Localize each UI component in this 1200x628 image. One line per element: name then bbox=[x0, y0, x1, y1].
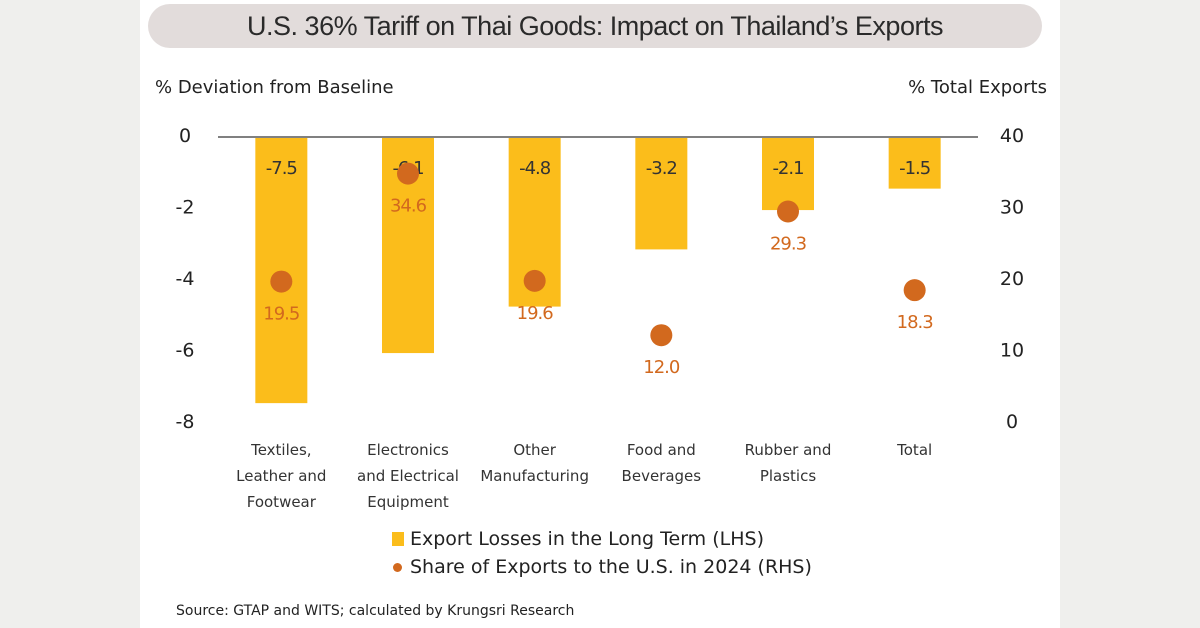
bar-value-label: -4.8 bbox=[519, 158, 551, 179]
legend-label: Export Losses in the Long Term (LHS) bbox=[410, 528, 764, 550]
left-tick-label: -4 bbox=[176, 268, 195, 290]
dot-value-label: 34.6 bbox=[390, 196, 427, 217]
bar bbox=[255, 137, 308, 404]
category-label: Food and bbox=[627, 441, 696, 459]
left-tick-label: -8 bbox=[176, 411, 195, 433]
left-tick-label: -6 bbox=[176, 340, 195, 362]
category-label: Electronics bbox=[367, 441, 449, 459]
right-tick-label: 20 bbox=[1000, 268, 1024, 290]
dot-value-label: 12.0 bbox=[643, 357, 680, 378]
dot-marker bbox=[777, 200, 799, 223]
right-tick-label: 40 bbox=[1000, 125, 1024, 147]
dot-swatch-icon bbox=[393, 562, 402, 572]
left-axis-label: % Deviation from Baseline bbox=[155, 77, 394, 98]
bar-value-label: -7.5 bbox=[266, 158, 297, 179]
dot-marker bbox=[270, 270, 293, 293]
category-label: Textiles, bbox=[250, 441, 311, 459]
left-tick-label: -2 bbox=[176, 197, 195, 219]
dot-value-label: 19.6 bbox=[517, 303, 554, 324]
bar-swatch-icon bbox=[392, 532, 404, 546]
dot-value-label: 29.3 bbox=[770, 234, 807, 255]
source-note: Source: GTAP and WITS; calculated by Kru… bbox=[176, 603, 575, 619]
category-label: Rubber and bbox=[745, 441, 832, 459]
dot-marker bbox=[523, 269, 546, 292]
bar bbox=[762, 137, 814, 211]
category-label: and Electrical bbox=[357, 467, 459, 485]
bar-value-label: -3.2 bbox=[646, 158, 677, 179]
dot-value-label: 18.3 bbox=[897, 312, 934, 333]
legend-item-dots: Share of Exports to the U.S. in 2024 (RH… bbox=[392, 553, 812, 581]
dot-marker bbox=[903, 279, 926, 302]
legend-label: Share of Exports to the U.S. in 2024 (RH… bbox=[410, 556, 812, 578]
dot-marker bbox=[397, 162, 419, 185]
right-tick-label: 0 bbox=[1006, 411, 1018, 433]
category-label: Plastics bbox=[760, 467, 817, 485]
right-tick-label: 10 bbox=[1000, 340, 1024, 362]
category-label: Equipment bbox=[367, 493, 449, 511]
right-tick-label: 30 bbox=[1000, 197, 1024, 219]
category-label: Beverages bbox=[622, 467, 702, 485]
dot-value-label: 19.5 bbox=[263, 304, 299, 325]
category-label: Manufacturing bbox=[480, 467, 589, 485]
legend-item-bars: Export Losses in the Long Term (LHS) bbox=[392, 525, 812, 553]
bar bbox=[888, 137, 941, 189]
bar-value-label: -1.5 bbox=[899, 158, 930, 179]
chart-title: U.S. 36% Tariff on Thai Goods: Impact on… bbox=[148, 4, 1042, 48]
right-axis-label: % Total Exports bbox=[908, 77, 1047, 98]
category-label: Footwear bbox=[247, 493, 317, 511]
legend: Export Losses in the Long Term (LHS) Sha… bbox=[392, 525, 812, 581]
bar bbox=[635, 137, 688, 250]
dot-marker bbox=[650, 324, 673, 347]
bar-value-label: -2.1 bbox=[772, 158, 803, 179]
left-tick-label: 0 bbox=[179, 125, 191, 147]
category-label: Total bbox=[896, 441, 932, 459]
category-label: Leather and bbox=[236, 467, 326, 485]
category-label: Other bbox=[513, 441, 556, 459]
